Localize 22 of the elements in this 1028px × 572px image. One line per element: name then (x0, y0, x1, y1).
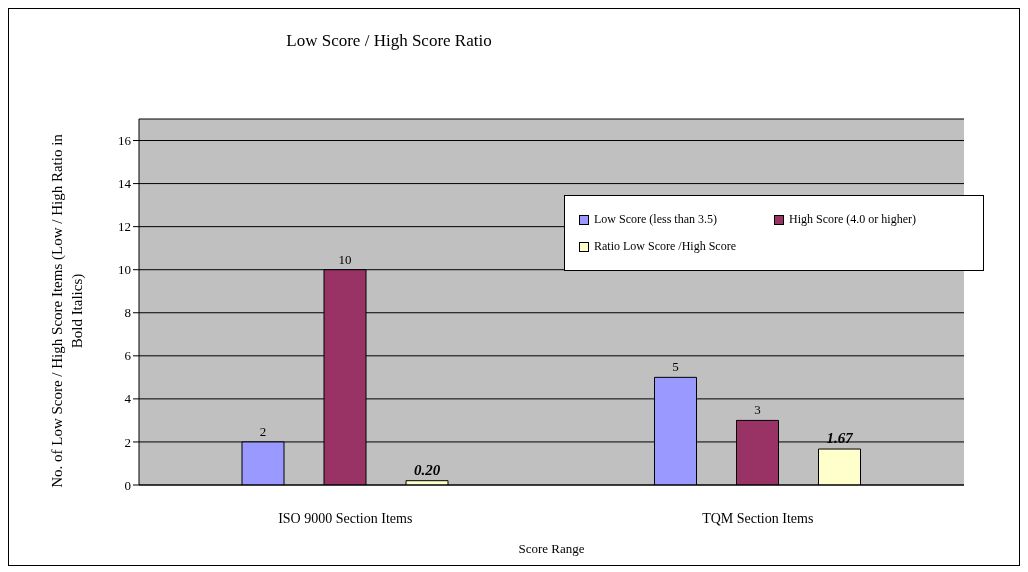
y-tick-label: 0 (124, 477, 131, 493)
y-tick-label: 2 (124, 434, 131, 450)
data-label: 5 (672, 359, 679, 375)
legend-label: Low Score (less than 3.5) (594, 212, 717, 227)
y-tick-label: 10 (118, 262, 131, 278)
data-label: 2 (259, 423, 267, 439)
y-tick-label: 6 (124, 348, 132, 364)
x-tick-label: ISO 9000 Section Items (278, 510, 413, 526)
data-label: 10 (338, 251, 352, 267)
data-label: 3 (754, 402, 761, 418)
legend-label: Ratio Low Score /High Score (594, 239, 736, 254)
y-axis-title: No. of Low Score / High Score Items (Low / High Ratio in Bold Italics) (48, 133, 86, 490)
x-tick-label: TQM Section Items (702, 510, 814, 526)
data-label: 0.20 (413, 461, 441, 478)
chart-title: Low Score / High Score Ratio (285, 31, 493, 51)
legend-label: High Score (4.0 or higher) (789, 212, 916, 227)
y-tick-label: 4 (124, 391, 132, 407)
y-tick-label: 12 (118, 219, 131, 235)
y-tick-label: 14 (118, 176, 132, 192)
y-tick-label: 8 (124, 305, 131, 321)
x-axis-title: Score Range (518, 541, 585, 556)
y-tick-label: 16 (118, 133, 132, 149)
